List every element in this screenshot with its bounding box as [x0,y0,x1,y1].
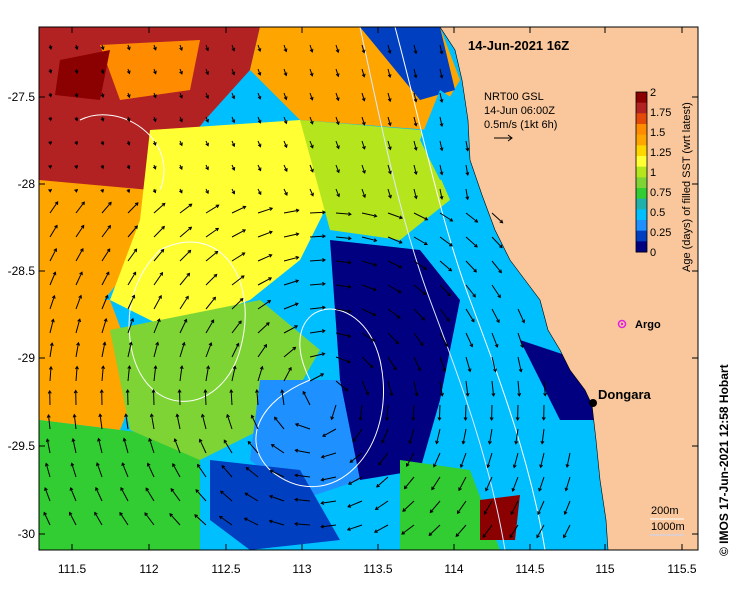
lon-tick-label: 113.5 [363,562,392,576]
colorbar-tick-label: 0.5 [650,207,665,219]
colorbar-tick-label: 2 [650,87,656,99]
colorbar-segment [636,209,647,221]
axis-ticks [39,27,698,550]
lon-tick-label: 112.5 [211,562,240,576]
colorbar-segment [636,92,647,104]
current-legend: NRT00 GSL 14-Jun 06:00Z 0.5m/s (1kt 6h) [484,91,557,142]
lat-tick-label: -28 [18,177,36,191]
colorbar-ticks: 2 1.75 1.5 1.25 1 0.75 0.5 0.25 0 [650,87,671,259]
lat-tick-label: -30 [18,527,36,541]
lon-tick-label: 115 [595,562,614,576]
lon-tick-label: 114 [444,562,463,576]
lat-tick-label: -29 [18,351,36,365]
colorbar-title: Age (days) of filled SST (wrt latest) [681,102,693,272]
colorbar-segment [636,241,647,253]
colorbar-frame [635,91,648,253]
depth-contours [79,27,546,550]
depth-legend: 200m 1000m [650,505,685,536]
lon-tick-label: 111.5 [58,562,87,576]
argo-label: Argo [635,319,661,331]
colorbar-segment [636,102,647,114]
lon-tick-label: 113 [292,562,311,576]
colorbar-segment [636,134,647,146]
colorbar-segment [636,156,647,168]
current-legend-scale: 0.5m/s (1kt 6h) [484,119,557,131]
credit-text: © IMOS 17-Jun-2021 12:58 Hobart [717,364,731,556]
colorbar-segment [636,177,647,189]
lon-axis: 111.5 112 112.5 113 113.5 114 114.5 115 … [58,562,697,576]
lat-tick-label: -29.5 [8,439,36,453]
lat-tick-label: -27.5 [8,90,36,104]
colorbar-segment [636,230,647,242]
lat-axis: -27.5 -28 -28.5 -29 -29.5 -30 [8,90,36,541]
lon-tick-label: 115.5 [667,562,696,576]
colorbar [636,92,647,253]
current-legend-source: NRT00 GSL [484,91,544,103]
current-vectors [43,44,571,539]
colorbar-segment [636,113,647,125]
colorbar-segment [636,198,647,210]
current-legend-time: 14-Jun 06:00Z [484,105,555,117]
colorbar-tick-label: 0.25 [650,227,671,239]
lon-tick-label: 112 [139,562,158,576]
argo-marker: Argo [617,319,661,331]
colorbar-tick-label: 0 [650,247,656,259]
land-mass [439,26,699,551]
lat-tick-label: -28.5 [8,264,36,278]
depth-legend-200m: 200m [651,505,679,517]
scale-arrowhead-icon [507,134,513,142]
dongara-label: Dongara [598,387,652,402]
colorbar-tick-label: 1.25 [650,147,671,159]
colorbar-tick-label: 1.5 [650,127,665,139]
plot-frame [38,26,699,551]
lon-tick-label: 114.5 [515,562,544,576]
colorbar-segment [636,145,647,157]
colorbar-segment [636,220,647,232]
colorbar-segment [636,124,647,136]
colorbar-tick-label: 0.75 [650,187,671,199]
dongara-marker: Dongara [589,387,652,407]
map-title: 14-Jun-2021 16Z [468,38,569,53]
colorbar-segment [636,188,647,200]
depth-legend-1000m: 1000m [651,521,685,533]
colorbar-tick-label: 1 [650,167,656,179]
colorbar-segment [636,166,647,178]
colorbar-tick-label: 1.75 [650,107,671,119]
